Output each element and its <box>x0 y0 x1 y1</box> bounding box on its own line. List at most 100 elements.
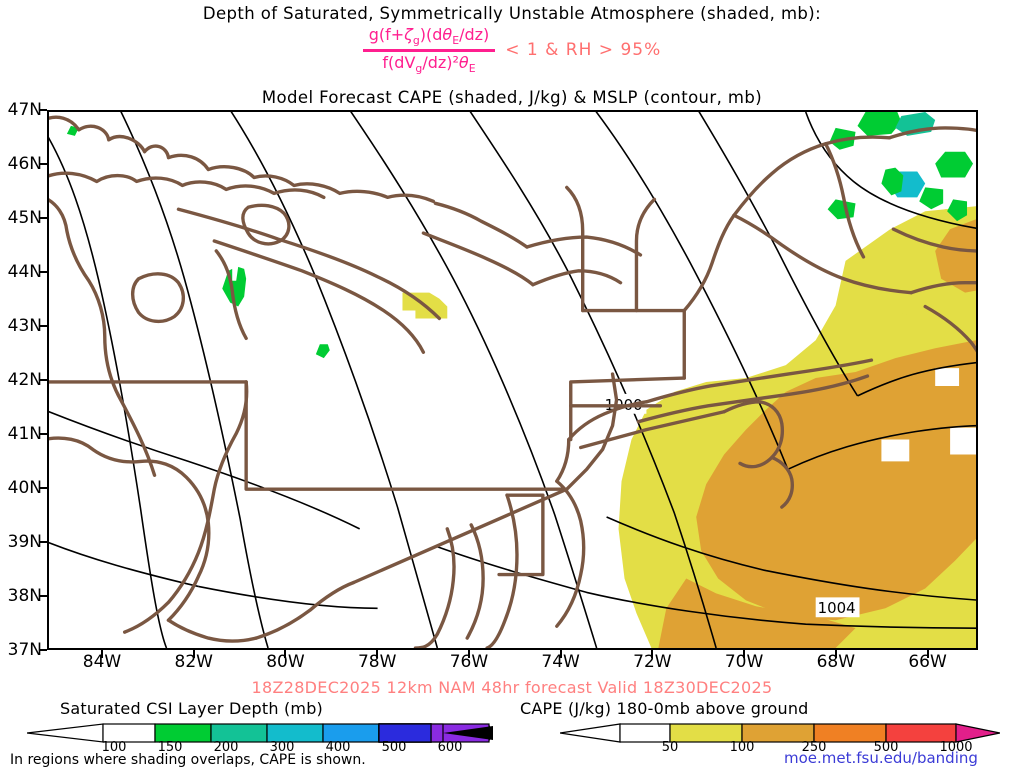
csi-patch-capecod-bay <box>827 199 856 220</box>
mslp-contour-1004 <box>49 541 199 588</box>
csi-patch-central-ny <box>315 344 330 359</box>
mslp-label-1004: 1004 <box>815 597 860 617</box>
ma-nh-vt-border <box>581 308 686 380</box>
source-credit-link[interactable]: moe.met.fsu.edu/banding <box>784 749 978 767</box>
lon-tick-80w <box>284 650 287 658</box>
lon-tick-label-68w: 68W <box>816 652 856 672</box>
chesapeake-bay-e <box>465 523 485 640</box>
criterion-inequality: < 1 & RH > 95% <box>505 40 662 61</box>
cape-region-orange-east <box>935 219 976 293</box>
lon-tick-70w <box>743 650 746 658</box>
finger-lakes-region <box>130 272 185 324</box>
csi-tick-600: 600 <box>437 740 463 755</box>
colorbar-csi-depth[interactable] <box>26 722 493 744</box>
lat-tick-38n <box>39 595 47 597</box>
map-svg: 1000 1004 <box>49 112 976 648</box>
delaware-border <box>497 493 545 577</box>
title-block: Depth of Saturated, Symmetrically Unstab… <box>0 0 1024 108</box>
wv-border-s <box>49 436 211 622</box>
shading-overlap-note: In regions where shading overlaps, CAPE … <box>10 752 366 768</box>
mslp-contour-1 <box>49 136 168 648</box>
lat-tick-label-47n: 47N <box>7 100 42 120</box>
csi-patch-fundy-green <box>935 151 974 178</box>
cape-cod-tip <box>770 455 794 509</box>
lon-tick-label-66w: 66W <box>908 652 947 672</box>
criterion-fraction: g(f+ζg)(dθE/dz) f(dVg/dz)²θE <box>362 25 496 75</box>
md-pa-border <box>351 487 569 585</box>
mslp-contour-1004b <box>198 585 378 610</box>
lat-tick-label-41n: 41N <box>7 424 42 444</box>
lon-tick-66w <box>926 650 929 658</box>
quebec-gaspe <box>887 126 976 140</box>
maine-n-border <box>732 135 892 217</box>
csi-patch-east-ns <box>947 199 968 222</box>
maine-coast <box>732 213 913 295</box>
wv-va-border <box>166 618 258 643</box>
lat-tick-37n <box>39 649 47 651</box>
long-island-n <box>644 358 874 404</box>
ohio-river <box>122 380 249 634</box>
csi-tick-100: 100 <box>101 740 127 755</box>
lon-tick-72w <box>651 650 654 658</box>
csi-tick-150: 150 <box>157 740 183 755</box>
cape-tick-500: 500 <box>873 740 899 755</box>
lat-tick-39n <box>39 541 47 543</box>
mslp-contour-4 <box>350 112 598 648</box>
lat-tick-label-42n: 42N <box>7 370 42 390</box>
chesapeake-bay-w <box>413 527 456 648</box>
lat-tick-label-40n: 40N <box>7 478 42 498</box>
colorbar-cape[interactable] <box>559 722 1001 744</box>
cape-region-orange-gulfstream <box>696 340 976 621</box>
pa-ny-border <box>244 380 569 491</box>
svg-text:1004: 1004 <box>818 599 856 617</box>
csi-patch-fundy-s <box>919 187 944 210</box>
lon-tick-78w <box>376 650 379 658</box>
ns-south-coast <box>923 304 976 353</box>
cape-region-orange-south <box>658 578 856 648</box>
csi-tick-500: 500 <box>381 740 407 755</box>
nj-coast <box>555 479 586 628</box>
mslp-contour-6 <box>595 112 789 470</box>
mslp-contour-3 <box>230 112 439 648</box>
lat-tick-42n <box>39 379 47 381</box>
lat-tick-46n <box>39 163 47 165</box>
ct-ri-ma-coast <box>579 410 726 450</box>
cape-tick-50: 50 <box>661 740 679 755</box>
csi-shading-layer <box>66 112 974 359</box>
lon-tick-label-76w: 76W <box>449 652 489 672</box>
bay-of-fundy <box>891 227 976 253</box>
ma-ct-border <box>569 376 686 408</box>
delmarva-coast <box>485 493 519 648</box>
mslp-contour-8 <box>606 516 976 601</box>
lake-michigan-edge <box>49 198 157 477</box>
cape-tick-100: 100 <box>729 740 755 755</box>
lake-huron-georgian <box>49 115 436 204</box>
adirondack-lake <box>241 203 291 246</box>
forecast-valid-line: 18Z28DEC2025 12km NAM 48hr forecast Vali… <box>251 678 773 697</box>
vt-ny-border <box>565 185 585 313</box>
mslp-contour-6b <box>787 424 976 471</box>
colorbar-csi-title: Saturated CSI Layer Depth (mb) <box>60 699 323 718</box>
lat-tick-label-46n: 46N <box>7 154 42 174</box>
lat-tick-label-39n: 39N <box>7 532 42 552</box>
lon-tick-76w <box>467 650 470 658</box>
criterion-numerator: g(f+ζg)(dθE/dz) <box>368 25 490 48</box>
mslp-contour-1000 <box>49 410 361 530</box>
lake-ontario-s <box>421 231 535 287</box>
lake-ontario-n <box>433 201 529 249</box>
map-plot-area[interactable]: 1000 1004 <box>47 110 978 650</box>
nb-border <box>823 142 866 259</box>
lat-tick-44n <box>39 271 47 273</box>
lat-tick-45n <box>39 217 47 219</box>
colorbar-cape-svg <box>559 723 1001 743</box>
lon-tick-68w <box>834 650 837 658</box>
cape-yellow-hole-c <box>935 368 960 386</box>
va-md-border <box>254 580 356 640</box>
cape-shading-layer <box>402 206 976 648</box>
lat-tick-label-45n: 45N <box>7 208 42 228</box>
csi-tick-400: 400 <box>325 740 351 755</box>
lon-tick-label-84w: 84W <box>82 652 122 672</box>
csi-patch-maine-ne-1 <box>857 112 902 136</box>
st-lawrence <box>525 235 643 257</box>
